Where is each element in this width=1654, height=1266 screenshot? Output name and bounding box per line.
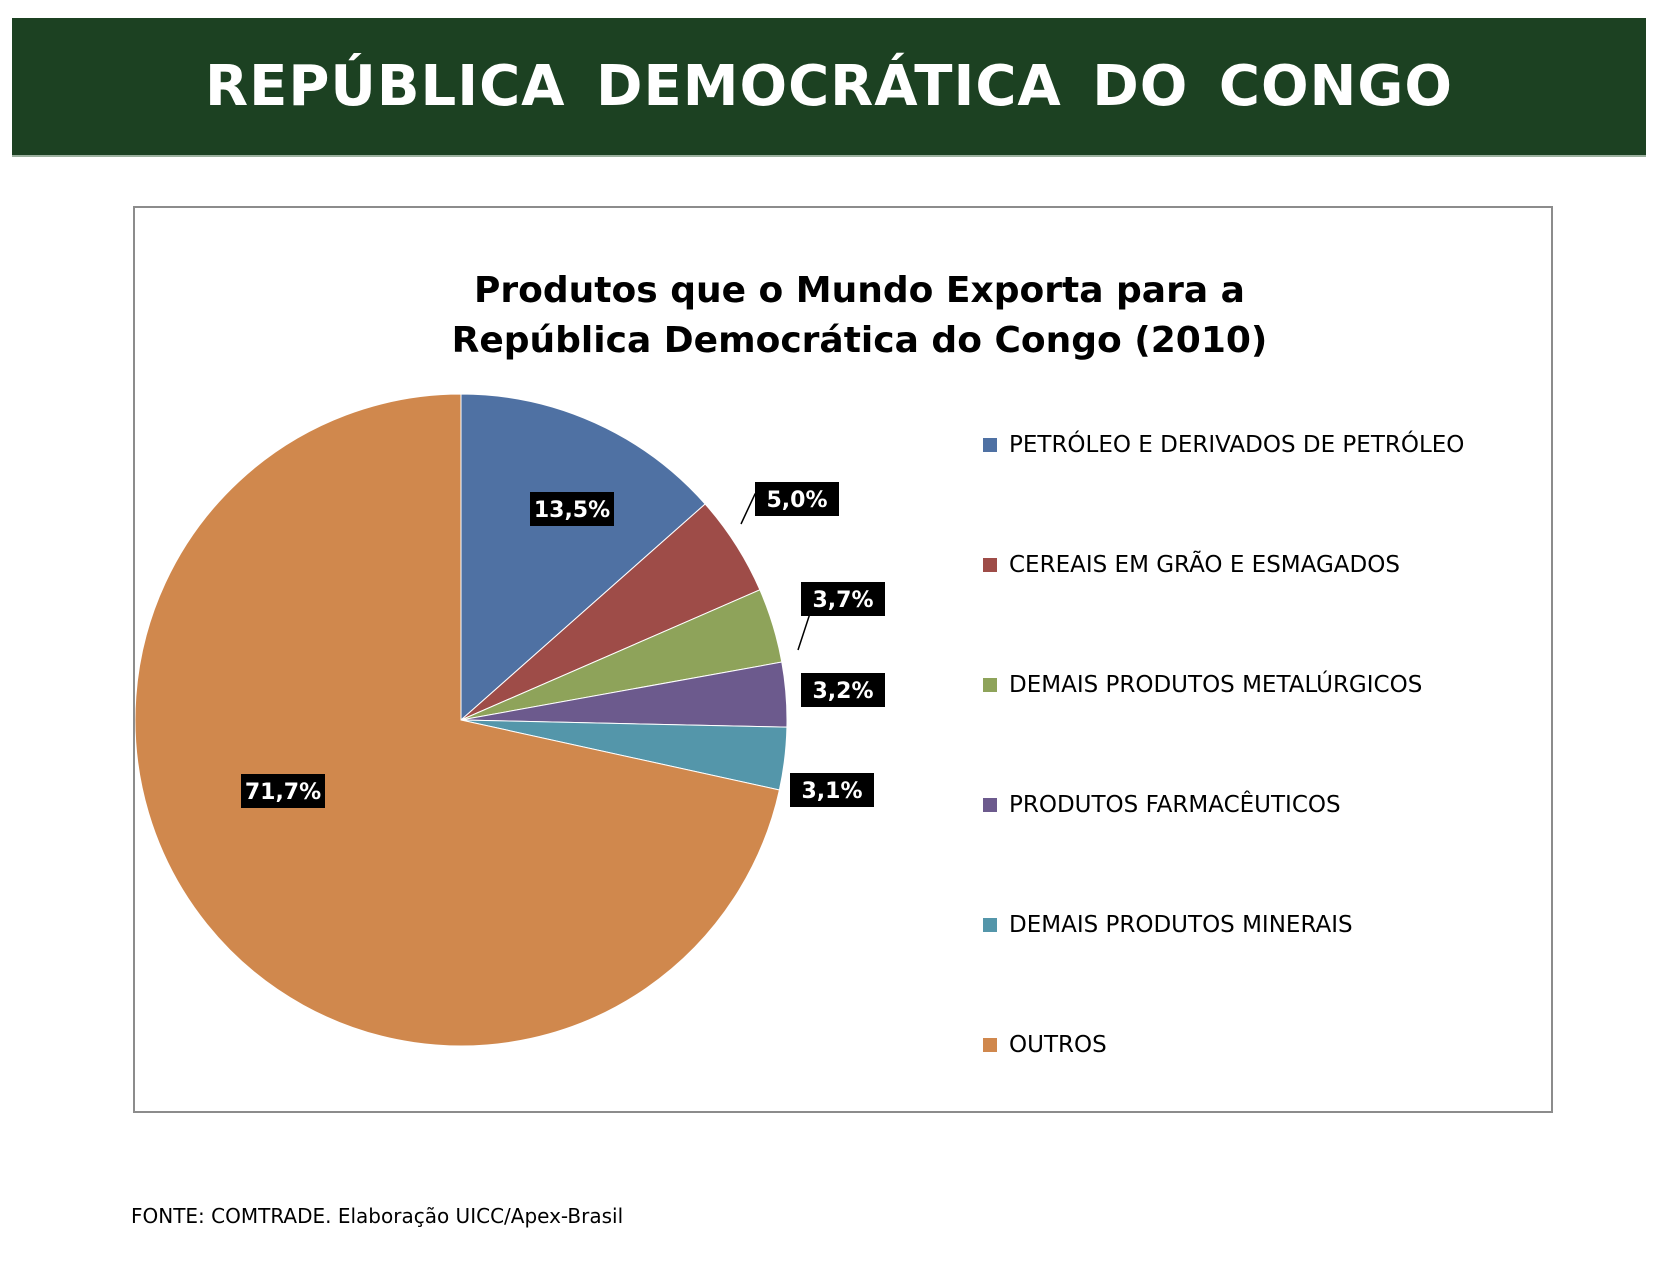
chart-title-line-2: República Democrática do Congo (2010) bbox=[451, 320, 1268, 361]
legend-item-1: PETRÓLEO E DERIVADOS DE PETRÓLEO bbox=[983, 432, 1464, 458]
data-label-text-1: 13,5% bbox=[534, 498, 610, 523]
legend-item-6: OUTROS bbox=[983, 1032, 1107, 1058]
data-label-text-5: 3,1% bbox=[801, 779, 862, 804]
legend-swatch-5 bbox=[983, 918, 997, 932]
chart-frame: Produtos que o Mundo Exporta para a Repú… bbox=[133, 206, 1553, 1113]
pie-slice-6 bbox=[135, 393, 780, 1047]
legend-label-2: CEREAIS EM GRÃO E ESMAGADOS bbox=[1009, 552, 1400, 578]
data-label-text-3: 3,7% bbox=[812, 588, 873, 613]
legend-label-1: PETRÓLEO E DERIVADOS DE PETRÓLEO bbox=[1009, 432, 1465, 458]
legend-item-4: PRODUTOS FARMACÊUTICOS bbox=[983, 792, 1341, 818]
legend-swatch-4 bbox=[983, 798, 997, 812]
legend-label-4: PRODUTOS FARMACÊUTICOS bbox=[1009, 792, 1341, 818]
chart-title-line-1: Produtos que o Mundo Exporta para a bbox=[474, 270, 1245, 311]
legend-label-6: OUTROS bbox=[1009, 1032, 1107, 1058]
legend-item-5: DEMAIS PRODUTOS MINERAIS bbox=[983, 912, 1353, 938]
pie-slice-1 bbox=[460, 393, 706, 722]
data-label-3: 3,7% bbox=[797, 582, 885, 651]
data-label-text-4: 3,2% bbox=[812, 679, 873, 704]
pie-chart: 13,5% 5,0% 3,7% 3,2% 3,1% 71,7% bbox=[135, 393, 885, 1047]
legend-label-3: DEMAIS PRODUTOS METALÚRGICOS bbox=[1009, 672, 1423, 698]
legend-swatch-6 bbox=[983, 1038, 997, 1052]
legend-label-5: DEMAIS PRODUTOS MINERAIS bbox=[1009, 912, 1353, 938]
legend-item-3: DEMAIS PRODUTOS METALÚRGICOS bbox=[983, 672, 1422, 698]
data-label-2: 5,0% bbox=[740, 482, 839, 525]
page-title: REPÚBLICA DEMOCRÁTICA DO CONGO bbox=[204, 54, 1453, 119]
legend-swatch-1 bbox=[983, 438, 997, 452]
data-label-4: 3,2% bbox=[801, 673, 885, 707]
data-label-1: 13,5% bbox=[530, 492, 614, 526]
header-banner: REPÚBLICA DEMOCRÁTICA DO CONGO bbox=[12, 18, 1646, 157]
source-note: FONTE: COMTRADE. Elaboração UICC/Apex-Br… bbox=[131, 1204, 624, 1228]
data-label-5: 3,1% bbox=[790, 773, 874, 807]
legend-item-2: CEREAIS EM GRÃO E ESMAGADOS bbox=[983, 552, 1400, 578]
chart-title: Produtos que o Mundo Exporta para a Repú… bbox=[135, 266, 1584, 366]
legend-swatch-3 bbox=[983, 678, 997, 692]
data-label-text-6: 71,7% bbox=[245, 780, 321, 805]
data-label-6: 71,7% bbox=[241, 774, 325, 808]
data-label-text-2: 5,0% bbox=[766, 488, 827, 513]
legend-swatch-2 bbox=[983, 558, 997, 572]
